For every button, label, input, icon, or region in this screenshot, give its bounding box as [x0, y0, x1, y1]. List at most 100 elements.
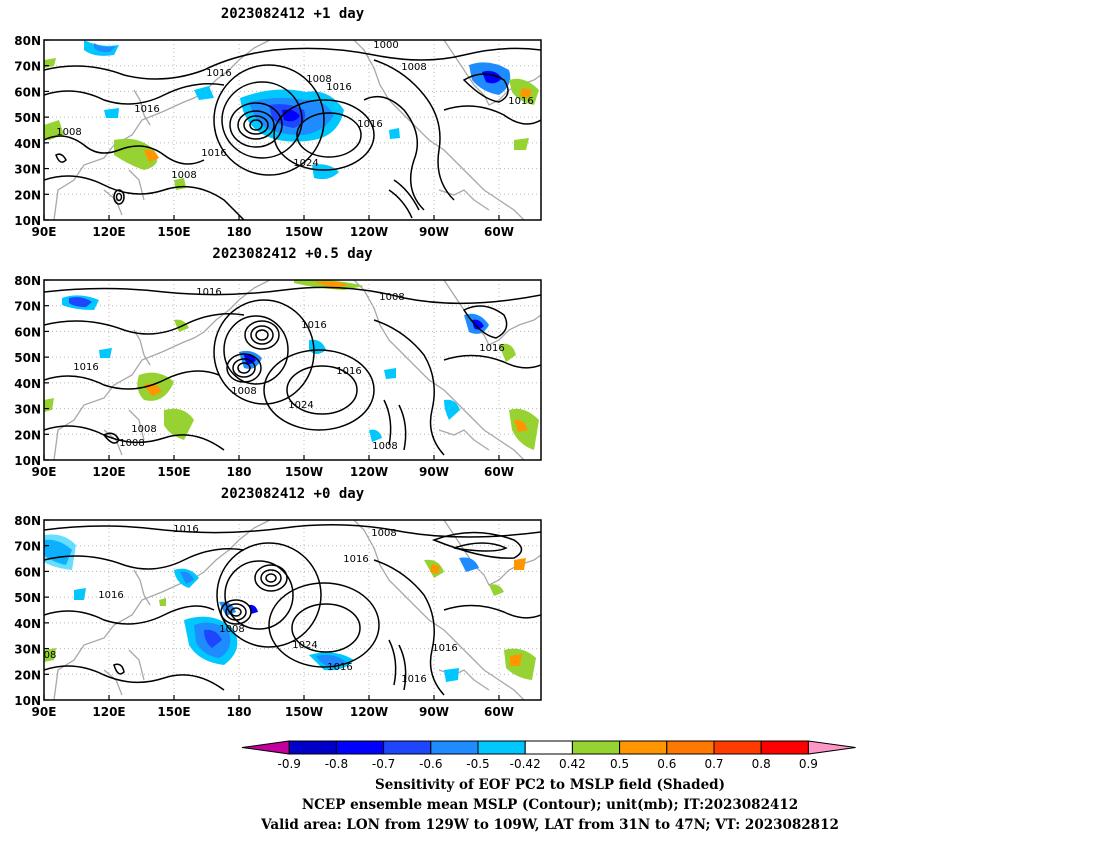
- contour-label: 1008: [306, 74, 331, 85]
- panel-2-title: 2023082412 +0.5 day: [212, 246, 373, 262]
- contour-label: 1008: [56, 127, 81, 138]
- contour-label: 1024: [288, 400, 313, 411]
- sensitivity-shading: [44, 40, 539, 190]
- lat-tick-label: 20N: [14, 188, 41, 202]
- colorbar-swatch: [713, 740, 762, 755]
- colorbar-label: 0.6: [657, 757, 676, 771]
- lon-tick-label: 90W: [419, 705, 449, 719]
- contour-label: 1016: [206, 68, 231, 79]
- lon-tick-label: 90E: [32, 705, 57, 719]
- contour-label: 1008: [131, 424, 156, 435]
- contour-label: 1008: [171, 170, 196, 181]
- lat-tick-label: 80N: [14, 34, 41, 48]
- lat-tick-label: 60N: [14, 85, 41, 99]
- colorbar-swatch: [477, 740, 526, 755]
- lat-tick-label: 10N: [14, 214, 41, 228]
- lon-tick-label: 150E: [157, 705, 190, 719]
- contour-label: 1024: [293, 158, 318, 169]
- lon-tick-label: 90E: [32, 225, 57, 239]
- contour-labels: 1000 1008 1008 1008 1008 1016 1016 1016 …: [56, 40, 533, 181]
- caption-line-3: Valid area: LON from 129W to 109W, LAT f…: [261, 817, 839, 833]
- lon-tick-label: 150W: [285, 465, 323, 479]
- lon-tick-label: 120E: [92, 225, 125, 239]
- contour-labels: 1016 1008 1016 1016 1008 1024 1016 1016 …: [44, 524, 458, 685]
- colorbar-swatch: [571, 740, 621, 755]
- lat-tick-label: 10N: [14, 454, 41, 468]
- colorbar-swatch: [760, 740, 809, 755]
- sensitivity-shading: [44, 534, 536, 682]
- gridlines: [44, 280, 541, 460]
- lon-tick-label: 180: [226, 705, 251, 719]
- colorbar-over-triangle: [807, 740, 856, 755]
- contour-label: 1008: [401, 62, 426, 73]
- contour-label: 1016: [479, 343, 504, 354]
- contour-label: 1016: [201, 148, 226, 159]
- lon-tick-label: 60W: [484, 465, 514, 479]
- lat-tick-label: 50N: [14, 111, 41, 125]
- map-frame: [43, 519, 542, 701]
- lat-tick-label: 50N: [14, 591, 41, 605]
- lon-tick-label: 120W: [350, 465, 388, 479]
- colorbar-swatch: [430, 740, 479, 755]
- lat-tick-label: 80N: [14, 514, 41, 528]
- lon-tick-label: 150W: [285, 225, 323, 239]
- lat-tick-label: 70N: [14, 300, 41, 314]
- contour-label: 1016: [432, 643, 457, 654]
- colorbar-label: -0.6: [419, 757, 442, 771]
- contour-label: 1016: [196, 287, 221, 298]
- lon-tick-label: 90E: [32, 465, 57, 479]
- colorbar-label: -0.5: [466, 757, 489, 771]
- colorbar-swatch: [383, 740, 432, 755]
- colorbar-swatch: [335, 740, 385, 755]
- lat-tick-label: 70N: [14, 60, 41, 74]
- contour-label: 1008: [231, 386, 256, 397]
- lat-tick-label: 80N: [14, 274, 41, 288]
- lat-tick-label: 70N: [14, 540, 41, 554]
- contour-label: 1016: [326, 82, 351, 93]
- panel-1-title: 2023082412 +1 day: [220, 6, 365, 22]
- contour-label: 1016: [343, 554, 368, 565]
- contour-label: 1008: [119, 438, 144, 449]
- lon-tick-label: 150W: [285, 705, 323, 719]
- colorbar-label: 0.7: [704, 757, 723, 771]
- lon-tick-label: 120W: [350, 225, 388, 239]
- contour-label: 1008: [372, 441, 397, 452]
- lon-tick-label: 120E: [92, 705, 125, 719]
- lon-tick-label: 180: [226, 465, 251, 479]
- lon-tick-label: 60W: [484, 705, 514, 719]
- lon-tick-label: 90W: [419, 465, 449, 479]
- contour-label: 1016: [327, 662, 352, 673]
- contour-label: 1008: [219, 624, 244, 635]
- contour-label: 1016: [508, 96, 533, 107]
- colorbar-label: -0.9: [277, 757, 300, 771]
- lon-tick-label: 180: [226, 225, 251, 239]
- caption-line-1: Sensitivity of EOF PC2 to MSLP field (Sh…: [374, 777, 726, 793]
- lat-tick-label: 10N: [14, 694, 41, 708]
- lon-tick-label: 150E: [157, 465, 190, 479]
- contour-labels: 1016 1008 1016 1016 1016 1016 1008 1024 …: [73, 287, 504, 452]
- lat-tick-label: 30N: [14, 643, 41, 657]
- colorbar-label: 0.8: [752, 757, 771, 771]
- contour-label: 1016: [134, 104, 159, 115]
- lon-tick-label: 120W: [350, 705, 388, 719]
- contour-label: 1008: [379, 292, 404, 303]
- lon-tick-label: 60W: [484, 225, 514, 239]
- mslp-contours: [44, 47, 541, 220]
- lon-tick-label: 120E: [92, 465, 125, 479]
- panel-3-map: 1016 1008 1016 1016 1008 1024 1016 1016 …: [43, 519, 542, 701]
- colorbar-label: 0.9: [799, 757, 818, 771]
- panel-3-title: 2023082412 +0 day: [220, 486, 365, 502]
- colorbar-label: -0.42: [510, 757, 541, 771]
- contour-label: 1016: [98, 590, 123, 601]
- colorbar-label: 0.5: [610, 757, 629, 771]
- lat-tick-label: 60N: [14, 565, 41, 579]
- colorbar: -0.9 -0.8 -0.7 -0.6 -0.5 -0.42 0.42 0.5 0.6 0.7 0.…: [241, 740, 856, 771]
- map-frame: [43, 39, 542, 221]
- colorbar-swatch: [666, 740, 715, 755]
- contour-label: 1016: [401, 674, 426, 685]
- lat-tick-label: 30N: [14, 403, 41, 417]
- colorbar-under-triangle: [241, 740, 290, 755]
- contour-label: 1016: [301, 320, 326, 331]
